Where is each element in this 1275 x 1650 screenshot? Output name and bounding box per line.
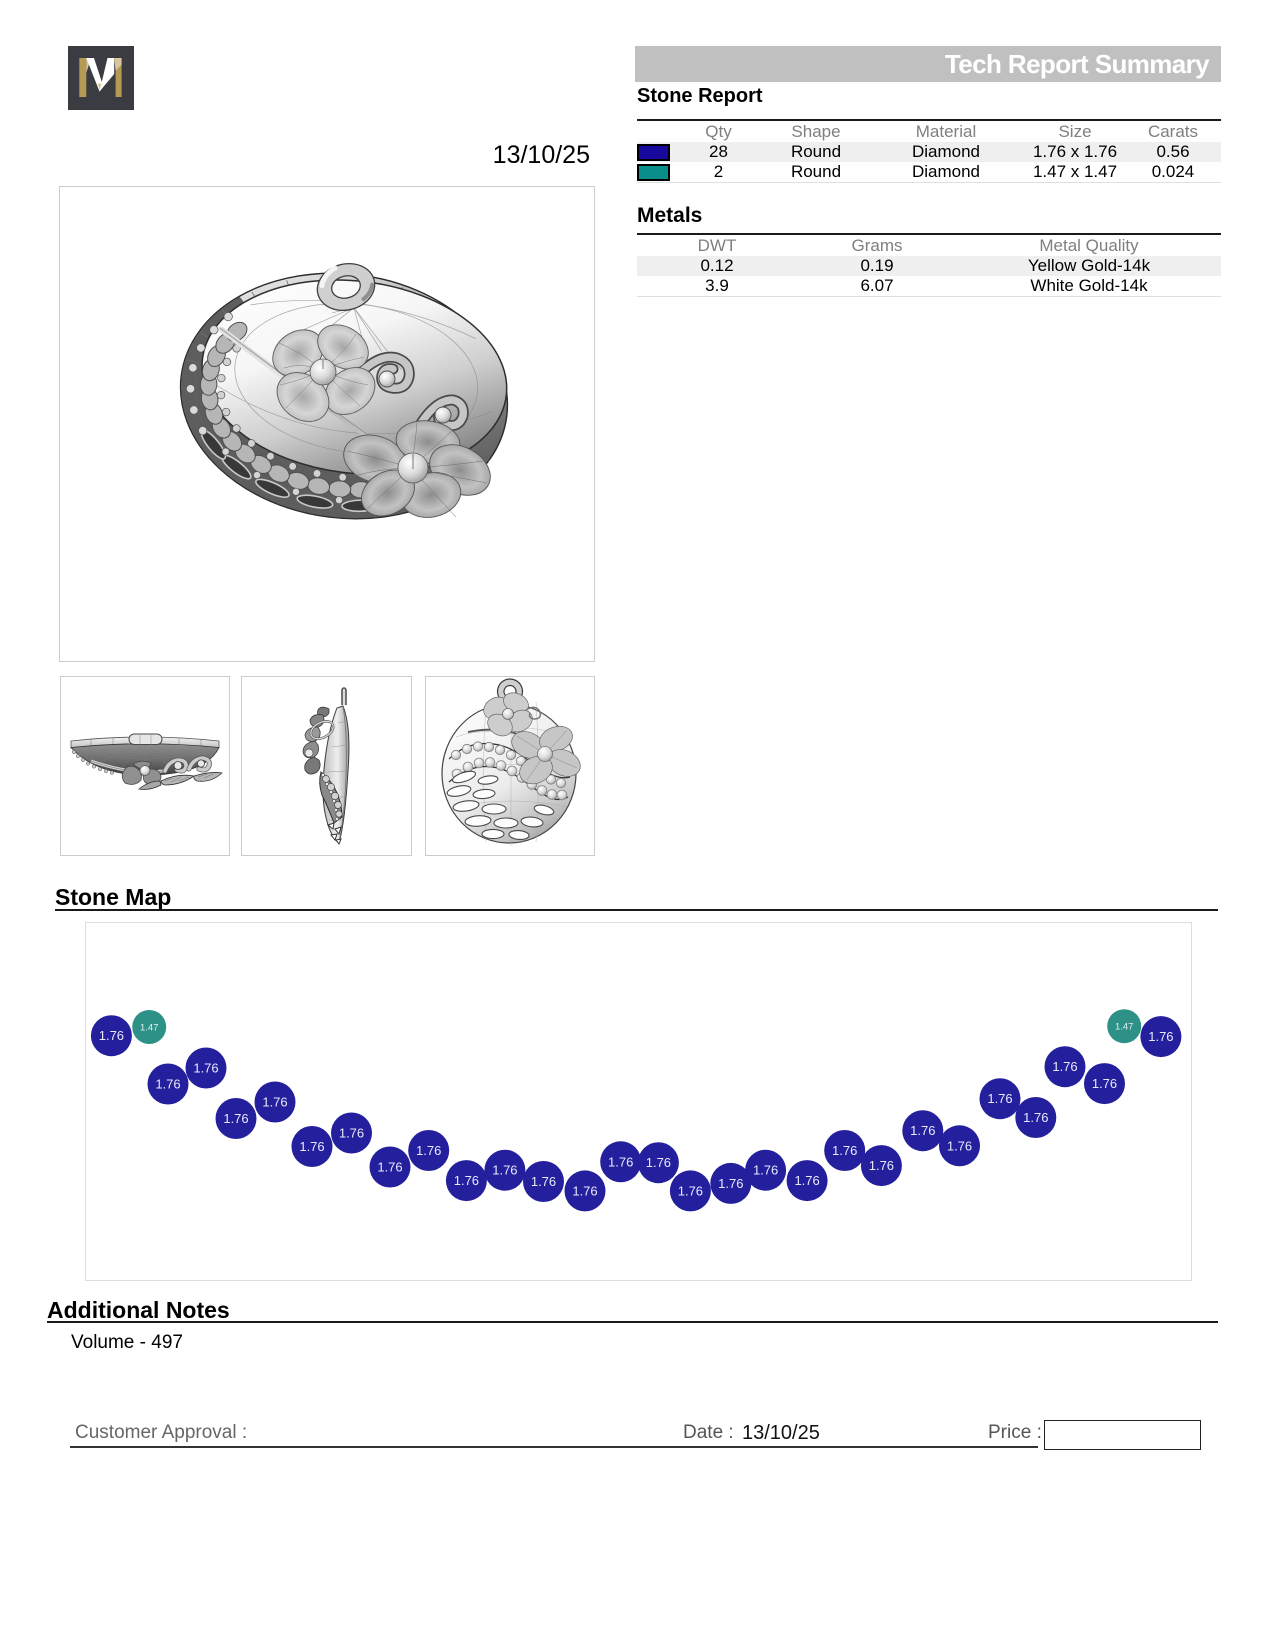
svg-text:1.76: 1.76 <box>223 1111 248 1126</box>
svg-text:1.76: 1.76 <box>987 1091 1012 1106</box>
svg-text:1.76: 1.76 <box>339 1126 364 1141</box>
svg-text:1.76: 1.76 <box>678 1183 703 1198</box>
svg-text:1.76: 1.76 <box>832 1143 857 1158</box>
svg-text:1.76: 1.76 <box>1092 1076 1117 1091</box>
svg-text:1.76: 1.76 <box>454 1173 479 1188</box>
svg-text:1.76: 1.76 <box>794 1173 819 1188</box>
svg-text:1.76: 1.76 <box>531 1174 556 1189</box>
svg-text:1.76: 1.76 <box>416 1143 441 1158</box>
svg-text:1.76: 1.76 <box>869 1158 894 1173</box>
svg-text:1.76: 1.76 <box>910 1123 935 1138</box>
svg-text:1.76: 1.76 <box>1148 1029 1173 1044</box>
svg-text:1.76: 1.76 <box>155 1077 180 1092</box>
svg-text:1.76: 1.76 <box>753 1163 778 1178</box>
svg-text:1.76: 1.76 <box>193 1061 218 1076</box>
svg-text:1.76: 1.76 <box>262 1095 287 1110</box>
svg-text:1.76: 1.76 <box>572 1183 597 1198</box>
svg-text:1.76: 1.76 <box>299 1139 324 1154</box>
svg-text:1.76: 1.76 <box>492 1163 517 1178</box>
svg-text:1.76: 1.76 <box>608 1154 633 1169</box>
svg-text:1.76: 1.76 <box>947 1138 972 1153</box>
svg-text:1.47: 1.47 <box>140 1023 159 1034</box>
svg-text:1.76: 1.76 <box>99 1028 124 1043</box>
svg-text:1.76: 1.76 <box>646 1155 671 1170</box>
svg-text:1.47: 1.47 <box>1115 1022 1134 1033</box>
svg-text:1.76: 1.76 <box>1052 1059 1077 1074</box>
svg-text:1.76: 1.76 <box>718 1176 743 1191</box>
svg-text:1.76: 1.76 <box>1023 1110 1048 1125</box>
svg-text:1.76: 1.76 <box>377 1160 402 1175</box>
